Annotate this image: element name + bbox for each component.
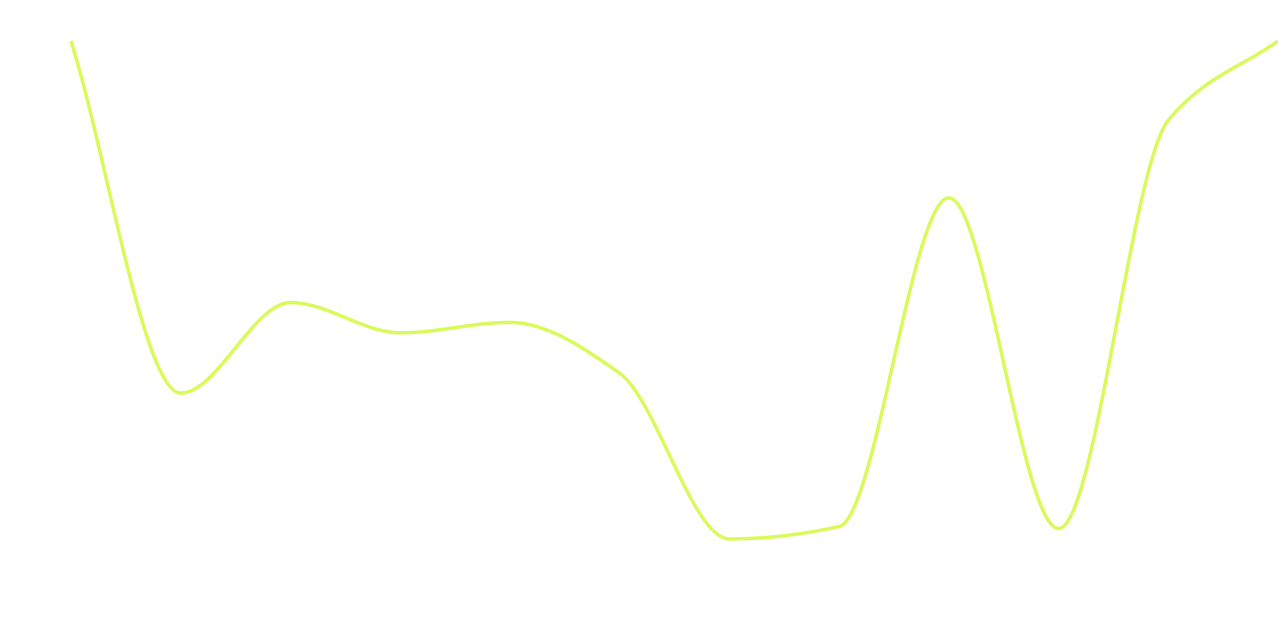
series-line-0: [69, 39, 1278, 541]
series-layer: [69, 39, 1278, 541]
